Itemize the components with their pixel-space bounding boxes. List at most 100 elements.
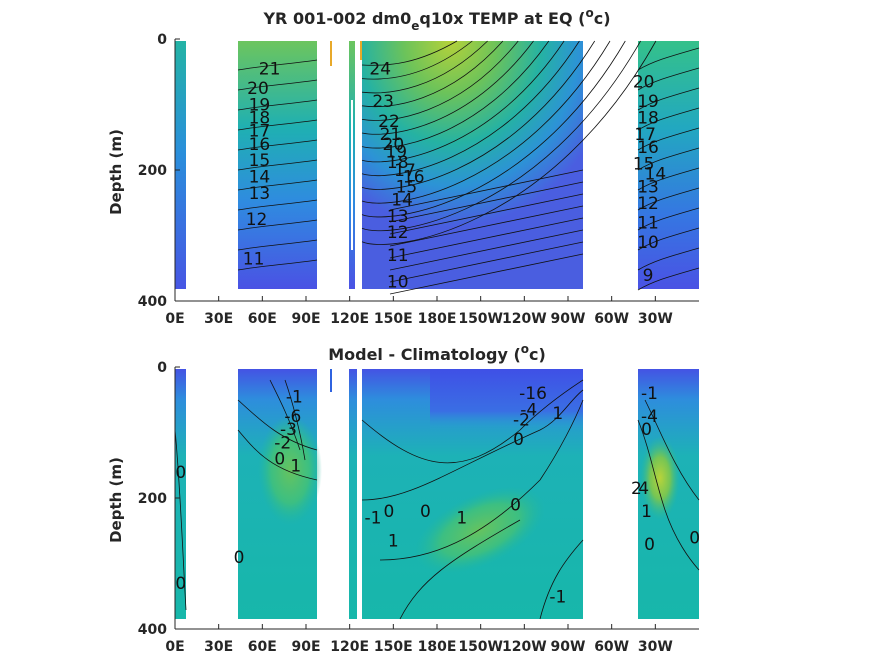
contour-line xyxy=(637,419,700,571)
contour-label: 23 xyxy=(372,92,394,112)
y-tick-label: 0 xyxy=(157,360,167,376)
contour-line xyxy=(389,181,584,223)
contour-label: 0 xyxy=(274,450,285,470)
x-tick-label: 90W xyxy=(551,311,586,327)
contour-line xyxy=(237,119,318,131)
contour-label: 18 xyxy=(249,109,271,129)
contour-line xyxy=(637,247,700,271)
contour-label: 22 xyxy=(378,112,400,132)
y-tick-label: 400 xyxy=(138,294,167,310)
contour-line xyxy=(237,429,318,481)
contour-line xyxy=(399,519,521,620)
contour-label: -2 xyxy=(513,410,530,430)
x-tick-label: 60W xyxy=(594,639,629,655)
contour-label: 1 xyxy=(456,509,467,529)
contour-line xyxy=(361,40,565,163)
contour-line xyxy=(237,399,318,451)
contour-line xyxy=(389,229,584,271)
contour-label: 0 xyxy=(689,528,700,548)
x-tick-label: 150W xyxy=(458,311,503,327)
contour-label: 1 xyxy=(290,456,301,476)
contour-label: 0 xyxy=(175,463,186,483)
contour-label: 0 xyxy=(641,420,652,440)
contour-line xyxy=(637,127,700,151)
contour-label: 16 xyxy=(403,168,425,188)
contour-label: -4 xyxy=(520,401,537,421)
x-tick-label: 30E xyxy=(204,639,233,655)
contour-line xyxy=(361,40,473,80)
contour-label: 0 xyxy=(644,535,655,555)
contour-line xyxy=(237,239,318,251)
contour-line xyxy=(389,193,584,235)
contour-line xyxy=(237,219,318,231)
contour-line xyxy=(637,47,700,71)
contour-line xyxy=(379,399,584,561)
contour-label: 13 xyxy=(387,207,409,227)
y-tick-label: 400 xyxy=(138,622,167,638)
contour-label: -16 xyxy=(519,384,547,404)
contour-line xyxy=(237,179,318,191)
contour-label: 17 xyxy=(634,125,656,145)
contour-line xyxy=(284,379,306,461)
y-tick-label: 0 xyxy=(157,32,167,48)
x-tick-label: 60W xyxy=(594,311,629,327)
contour-line xyxy=(637,187,700,211)
x-tick-label: 30E xyxy=(204,311,233,327)
contour-label: 1 xyxy=(552,404,563,424)
contour-line xyxy=(237,199,318,211)
panel1-gap-strip xyxy=(351,100,353,250)
contour-label: 21 xyxy=(380,125,402,145)
contour-line xyxy=(174,429,187,611)
contour-line xyxy=(361,40,504,108)
contour-line xyxy=(361,40,458,66)
panel2-pacific-cold xyxy=(430,369,583,429)
contour-label: 15 xyxy=(249,151,271,171)
contour-label: 20 xyxy=(247,79,269,99)
contour-label: 0 xyxy=(420,502,431,522)
x-tick-label: 120E xyxy=(330,639,369,655)
contour-label: 19 xyxy=(385,143,407,163)
contour-label: 20 xyxy=(633,73,655,93)
contour-label: 0 xyxy=(234,548,245,568)
contour-line xyxy=(361,40,488,94)
contour-label: -2 xyxy=(274,433,291,453)
contour-line xyxy=(637,167,700,191)
contour-line xyxy=(361,40,519,121)
contour-label: 13 xyxy=(637,177,659,197)
contour-line xyxy=(237,139,318,151)
x-tick-label: 0E xyxy=(165,639,184,655)
contour-label: 11 xyxy=(243,249,265,269)
contour-line xyxy=(361,40,611,204)
panel1-title: YR 001-002 dm0eq10x TEMP at EQ (oc) xyxy=(262,6,610,33)
contour-line xyxy=(389,241,584,283)
contour-line xyxy=(269,379,301,451)
x-tick-label: 120W xyxy=(502,639,547,655)
panel2-band-0e xyxy=(175,369,186,619)
contour-line xyxy=(637,147,700,171)
contour-label: 2 xyxy=(631,479,642,499)
panel2-contour-lines xyxy=(174,379,700,620)
x-tick-label: 120E xyxy=(330,311,369,327)
x-tick-label: 30W xyxy=(638,311,673,327)
x-tick-label: 60E xyxy=(248,311,277,327)
contour-line xyxy=(361,40,596,190)
contour-line xyxy=(237,59,318,71)
contour-label: 19 xyxy=(637,92,659,112)
panel1-y-label: Depth (m) xyxy=(107,129,125,215)
contour-label: 1 xyxy=(641,502,652,522)
panel2-title: Model - Climatology (oc) xyxy=(328,342,546,364)
contour-label: -4 xyxy=(641,407,658,427)
contour-line xyxy=(637,267,700,291)
x-tick-label: 30W xyxy=(638,639,673,655)
contour-label: 14 xyxy=(391,190,413,210)
contour-line xyxy=(237,259,318,271)
contour-label: 12 xyxy=(387,223,409,243)
contour-line xyxy=(637,87,700,111)
contour-label: 17 xyxy=(394,161,416,181)
contour-label: 14 xyxy=(645,164,667,184)
contour-label: 1 xyxy=(388,532,399,552)
